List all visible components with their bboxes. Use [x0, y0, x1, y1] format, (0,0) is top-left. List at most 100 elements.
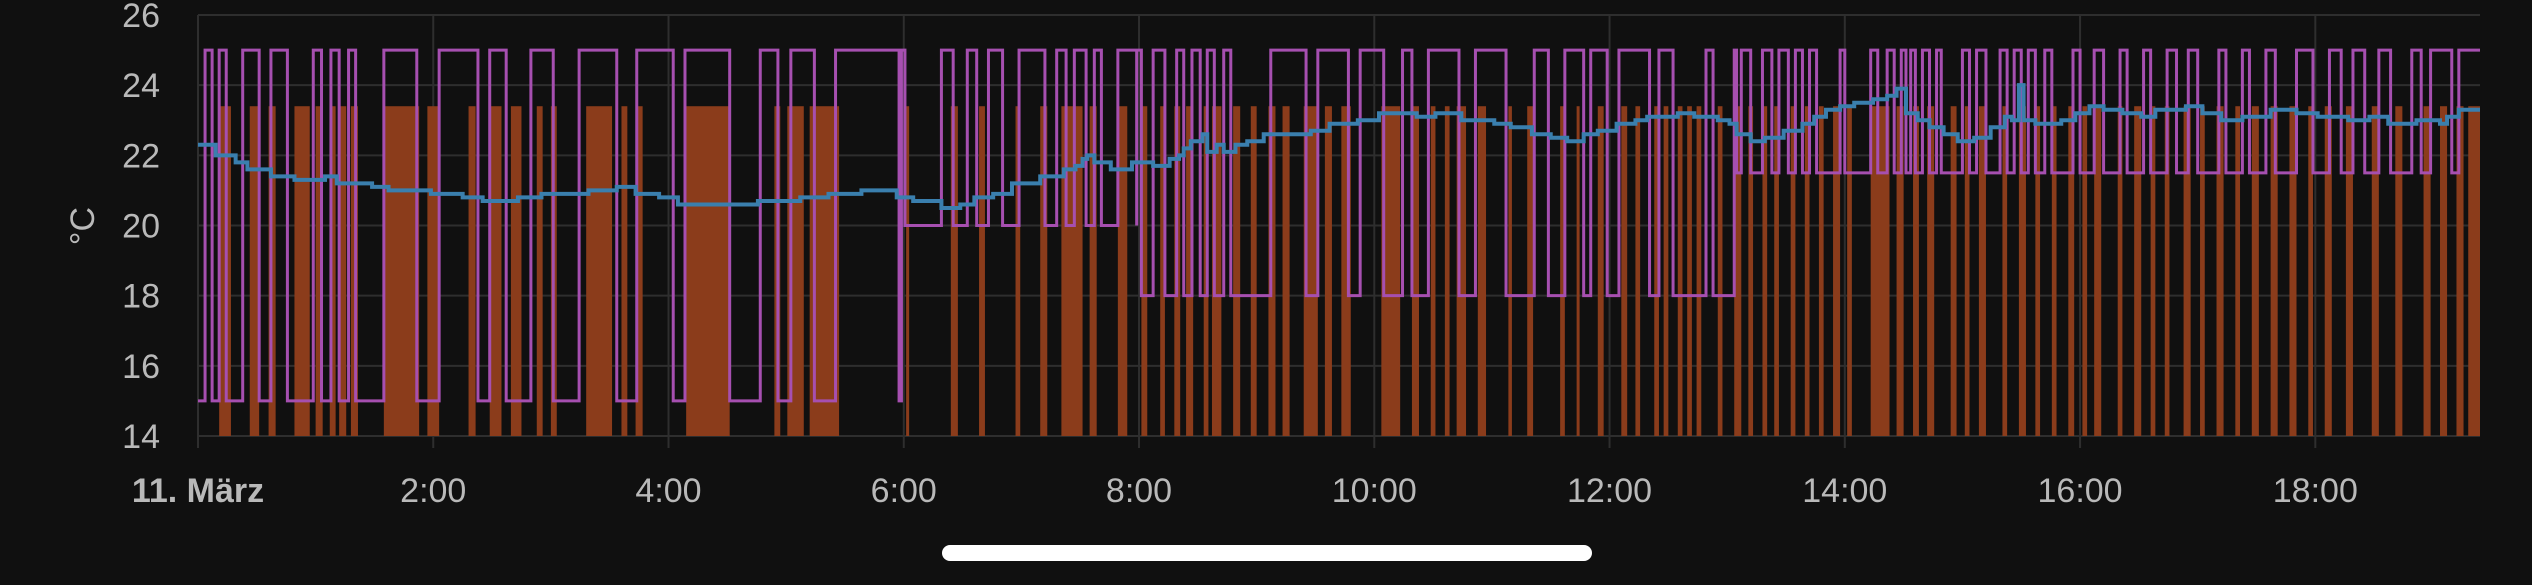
heating-bar [2018, 106, 2026, 436]
heating-bar [686, 106, 730, 436]
heating-bar [1654, 106, 1659, 436]
y-axis-ticks: 14 16 18 20 22 24 26 [122, 0, 160, 456]
heating-bar [2345, 106, 2353, 436]
y-tick-label: 22 [122, 137, 160, 175]
heating-bar [979, 106, 985, 436]
heating-bar [1341, 106, 1351, 436]
heating-bar [1444, 106, 1450, 436]
heating-bar [1527, 106, 1534, 436]
y-tick-label: 26 [122, 0, 160, 35]
heating-bar [489, 106, 502, 436]
heating-bar [1411, 106, 1419, 436]
series-line-setpoint [198, 48, 2480, 403]
heating-bar [1635, 106, 1641, 436]
heating-bar [1762, 106, 1768, 436]
heating-bar [383, 106, 420, 436]
y-tick-label: 14 [122, 418, 160, 456]
heating-bar [2235, 106, 2241, 436]
heating-bar [1677, 106, 1683, 436]
heating-bar [1687, 106, 1692, 436]
heating-bar [1477, 106, 1487, 436]
heating-bar [2068, 106, 2075, 436]
heating-bar [1117, 106, 1128, 436]
heating-bar [536, 106, 543, 436]
heating-bar [1233, 106, 1241, 436]
heating-bar [468, 106, 476, 436]
heating-bar [2440, 106, 2448, 436]
heating-bar [906, 106, 910, 436]
heating-bar [1430, 106, 1436, 436]
heating-bar [2216, 106, 2224, 436]
heating-bar [1748, 106, 1754, 436]
heating-bar [1870, 106, 1890, 436]
heating-bar [1040, 106, 1048, 436]
heating-bar [2289, 106, 2297, 436]
heating-bar [1847, 106, 1852, 436]
heating-bar [1508, 106, 1512, 436]
heating-bar [1950, 106, 1957, 436]
heating-bar [1717, 106, 1723, 436]
heating-bar [2251, 106, 2259, 436]
heating-bar [2200, 106, 2205, 436]
y-axis-label: °C [64, 207, 102, 245]
home-indicator [942, 545, 1592, 561]
heating-bar [950, 106, 958, 436]
heating-bar [1621, 106, 1628, 436]
chart-series [198, 48, 2480, 403]
x-tick-label: 18:00 [2273, 472, 2358, 510]
heating-bar [510, 106, 522, 436]
heating-bar [2456, 106, 2464, 436]
heating-bar [635, 106, 643, 436]
x-tick-label: 2:00 [400, 472, 466, 510]
heating-bar [1186, 106, 1194, 436]
heating-bar [1696, 106, 1702, 436]
x-tick-label: 10:00 [1332, 472, 1417, 510]
x-tick-label: 8:00 [1106, 472, 1172, 510]
heating-bar [2308, 106, 2313, 436]
heating-bar [1089, 106, 1097, 436]
heating-bar [1282, 106, 1290, 436]
heating-bar [1913, 106, 1919, 436]
heating-bar [427, 106, 440, 436]
heating-bar [1456, 106, 1467, 436]
heating-bar [2468, 106, 2480, 436]
heating-bar [2371, 106, 2379, 436]
heating-bar [1734, 106, 1742, 436]
heating-bar [294, 106, 310, 436]
heating-bar [2051, 106, 2057, 436]
heating-bar [1896, 106, 1904, 436]
heating-bar [329, 106, 336, 436]
heating-bar [2117, 106, 2123, 436]
heating-bar [2270, 106, 2278, 436]
x-tick-label: 16:00 [2038, 472, 2123, 510]
heating-bar [1964, 106, 1970, 436]
heating-bar [1211, 106, 1222, 436]
heating-bar [1663, 106, 1669, 436]
heating-bar [1381, 106, 1401, 436]
x-tick-label: 4:00 [635, 472, 701, 510]
heating-bar [2395, 106, 2403, 436]
heating-bar [1790, 106, 1796, 436]
x-tick-label: 11. März [132, 472, 264, 510]
heating-bar [1560, 106, 1565, 436]
heating-bar [1141, 106, 1148, 436]
heating-bar [249, 106, 260, 436]
heating-bar [621, 106, 628, 436]
heating-bar [2035, 106, 2041, 436]
heating-bar [1061, 106, 1083, 436]
series-line-temperature [198, 83, 2480, 210]
heating-bar [1597, 106, 1604, 436]
x-tick-label: 12:00 [1567, 472, 1652, 510]
heating-bar [1833, 106, 1841, 436]
heating-bar [2002, 106, 2008, 436]
heating-bar [1927, 106, 1935, 436]
heating-bar [1160, 106, 1165, 436]
y-tick-label: 20 [122, 208, 160, 246]
heating-bar [2164, 106, 2170, 436]
heating-bar [2183, 106, 2191, 436]
heating-bar [2134, 106, 2142, 436]
heating-bar [339, 106, 347, 436]
x-axis-ticks: 11. März 2:00 4:00 6:00 8:00 10:00 12:00 14:00 1… [132, 472, 2358, 510]
